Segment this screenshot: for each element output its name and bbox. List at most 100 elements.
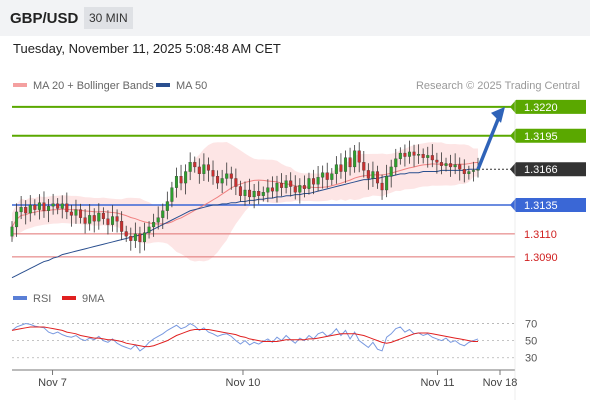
candle-body: [47, 206, 51, 211]
candle-body: [156, 217, 160, 223]
candle-body: [385, 176, 389, 191]
candle-body: [142, 232, 146, 243]
candle-body: [115, 216, 119, 222]
candle-body: [261, 192, 265, 196]
level-label-1.3220: 1.3220: [524, 102, 558, 114]
candle-body: [92, 215, 96, 222]
candle-body: [362, 162, 366, 171]
level-tag-1.3135: [510, 198, 586, 212]
legend-ma50: MA 50: [156, 80, 207, 92]
candle-body: [60, 203, 64, 209]
candle-body: [170, 187, 174, 202]
candle-body: [197, 166, 201, 174]
candle-body: [138, 233, 142, 243]
legend-label-ma20: MA 20 + Bollinger Bands: [33, 80, 154, 92]
legend-swatch-ma20: [13, 83, 27, 88]
candle-body: [398, 152, 402, 159]
forecast-arrow-line: [476, 116, 501, 170]
candle-body: [124, 231, 128, 237]
chart-header: GBP/USD 30 MIN: [0, 0, 590, 36]
candle-body: [79, 209, 83, 218]
candle-body: [407, 151, 411, 157]
candle-body: [225, 173, 229, 179]
candle-body: [88, 215, 92, 224]
candle-body: [216, 176, 220, 184]
level-label-1.3195: 1.3195: [524, 131, 558, 143]
candle-body: [193, 162, 197, 168]
candle-body: [444, 163, 448, 166]
timeframe-badge[interactable]: 30 MIN: [84, 7, 133, 29]
candle-body: [211, 170, 215, 177]
candle-body: [394, 158, 398, 168]
level-label-1.3166: 1.3166: [524, 164, 558, 176]
x-tick-label: Nov 7: [38, 377, 67, 389]
candle-body: [426, 155, 430, 158]
candle-body: [74, 209, 78, 216]
candle-body: [220, 178, 224, 184]
candle-body: [421, 154, 425, 158]
candle-body: [462, 169, 466, 174]
rsi-tick-30: 30: [525, 353, 537, 365]
legend-label-rsi: RSI: [33, 293, 52, 305]
candle-body: [439, 162, 443, 166]
candle-body: [111, 216, 115, 225]
research-credit: Research © 2025 Trading Central: [415, 80, 580, 92]
candle-body: [97, 212, 101, 222]
candle-body: [453, 164, 457, 168]
candle-body: [375, 171, 379, 184]
candle-body: [19, 207, 23, 213]
candle-body: [302, 185, 306, 189]
forecast-arrow-head: [491, 106, 505, 123]
legend-swatch-rsi: [13, 296, 27, 301]
candle-body: [56, 203, 60, 209]
candle-body: [366, 170, 370, 179]
level-label-1.3110: 1.3110: [524, 229, 557, 241]
candle-body: [238, 186, 242, 196]
candle-body: [293, 186, 297, 193]
candle-body: [458, 164, 462, 170]
candle-body: [129, 236, 133, 241]
candle-body: [348, 157, 352, 168]
candle-body: [152, 222, 156, 228]
candle-body: [161, 210, 165, 218]
candle-body: [403, 152, 407, 157]
candle-body: [284, 180, 288, 188]
level-tag-1.3220: [510, 99, 586, 114]
candle-body: [65, 203, 69, 213]
candle-body: [389, 166, 393, 177]
rsi-tick-50: 50: [525, 336, 537, 348]
candle-body: [188, 162, 192, 172]
candle-body: [248, 189, 252, 198]
candle-body: [435, 159, 439, 163]
candle-body: [417, 154, 421, 156]
candle-body: [229, 173, 233, 179]
candle-body: [307, 178, 311, 189]
candle-body: [471, 170, 475, 172]
level-tag-1.3195: [510, 128, 586, 143]
legend-swatch-9ma: [62, 296, 76, 301]
candle-body: [280, 182, 284, 188]
x-tick-label: Nov 18: [483, 377, 518, 389]
candle-body: [202, 164, 206, 174]
legend-ma20-bollinger: MA 20 + Bollinger Bands: [13, 80, 154, 92]
candle-body: [179, 176, 183, 184]
legend-swatch-ma50: [156, 83, 170, 88]
candle-body: [289, 180, 293, 187]
candle-body: [312, 178, 316, 185]
candle-body: [165, 201, 169, 211]
level-label-1.3090: 1.3090: [524, 252, 558, 264]
candle-body: [380, 182, 384, 191]
candle-body: [28, 204, 32, 214]
candle-body: [357, 150, 361, 163]
candle-body: [234, 178, 238, 187]
candle-body: [325, 172, 329, 180]
candle-body: [106, 218, 110, 225]
rsi-tick-70: 70: [525, 319, 537, 331]
candle-body: [252, 191, 256, 198]
candle-body: [33, 204, 37, 210]
level-label-1.3135: 1.3135: [524, 200, 558, 212]
candle-body: [51, 203, 55, 207]
candle-body: [412, 151, 416, 156]
candle-body: [133, 233, 137, 241]
